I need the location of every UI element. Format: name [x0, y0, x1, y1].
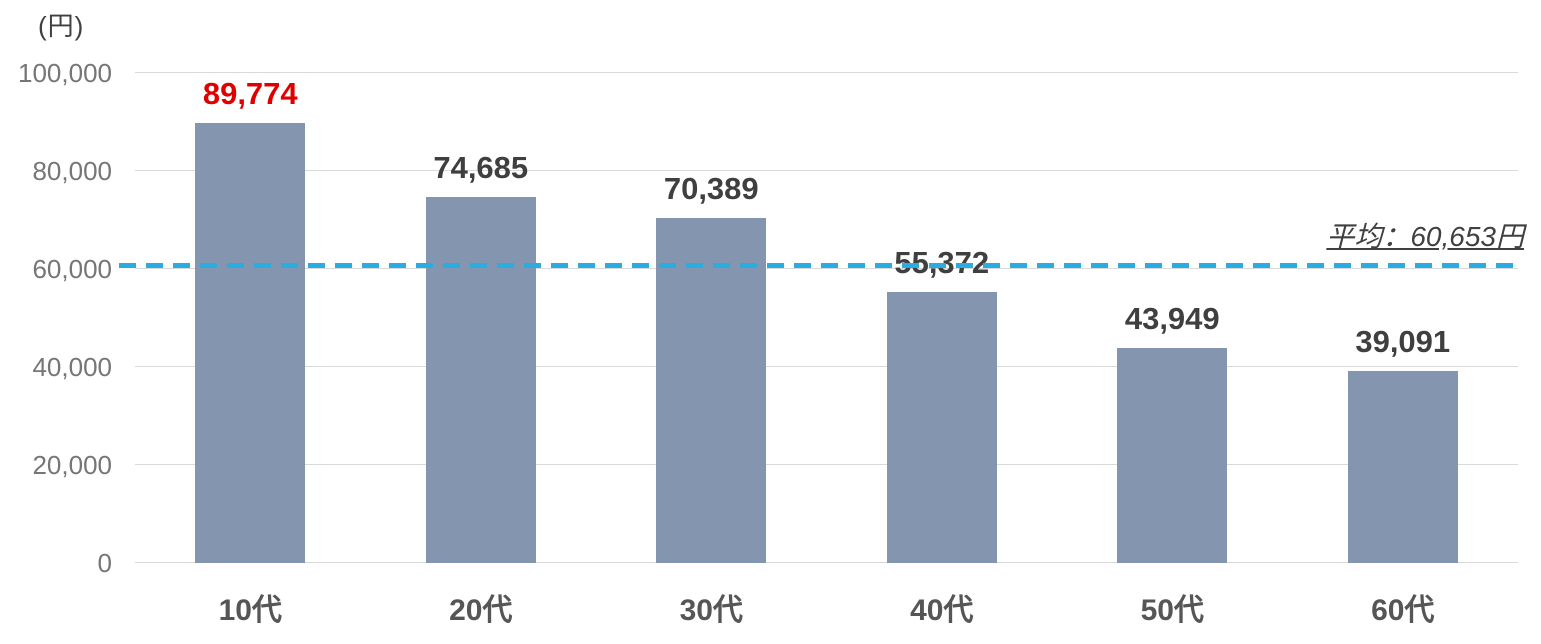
x-category-label: 30代 — [679, 594, 743, 627]
bar — [425, 197, 536, 563]
x-category-label: 50代 — [1140, 594, 1204, 627]
bar — [1347, 371, 1458, 563]
bar-value-label: 55,372 — [894, 244, 990, 280]
bar — [886, 291, 997, 563]
bar-value-label: 43,949 — [1124, 300, 1220, 336]
y-tick-label: 20,000 — [32, 450, 112, 480]
y-axis-unit-label: (円) — [38, 11, 85, 41]
bar — [1117, 347, 1228, 563]
bar-value-label: 70,389 — [663, 171, 759, 207]
average-annotation: 平均：60,653円 — [1326, 220, 1524, 252]
gridline — [135, 562, 1518, 563]
bar-value-label: 74,685 — [433, 150, 529, 186]
average-line — [119, 263, 1522, 269]
x-category-label: 60代 — [1371, 594, 1435, 627]
bar-value-label: 39,091 — [1355, 324, 1451, 360]
gridline — [135, 464, 1518, 465]
bar — [195, 123, 306, 563]
gridline — [135, 72, 1518, 73]
x-category-label: 20代 — [449, 594, 513, 627]
y-tick-label: 60,000 — [32, 254, 112, 284]
x-category-label: 40代 — [910, 594, 974, 627]
gridline — [135, 268, 1518, 269]
bar-value-label: 89,774 — [202, 76, 298, 112]
y-tick-label: 80,000 — [32, 156, 112, 186]
gridline — [135, 170, 1518, 171]
bar — [656, 218, 767, 563]
y-tick-label: 0 — [97, 548, 112, 578]
y-tick-label: 40,000 — [32, 352, 112, 382]
y-tick-label: 100,000 — [18, 58, 112, 88]
gridline — [135, 366, 1518, 367]
x-category-label: 10代 — [218, 594, 282, 627]
y-axis-tick-labels: 0 20,000 40,000 60,000 80,000 100,000 — [0, 60, 112, 576]
plot-area: 平均：60,653円 89,774 74,685 70,389 55,372 43,94… — [119, 72, 1524, 563]
